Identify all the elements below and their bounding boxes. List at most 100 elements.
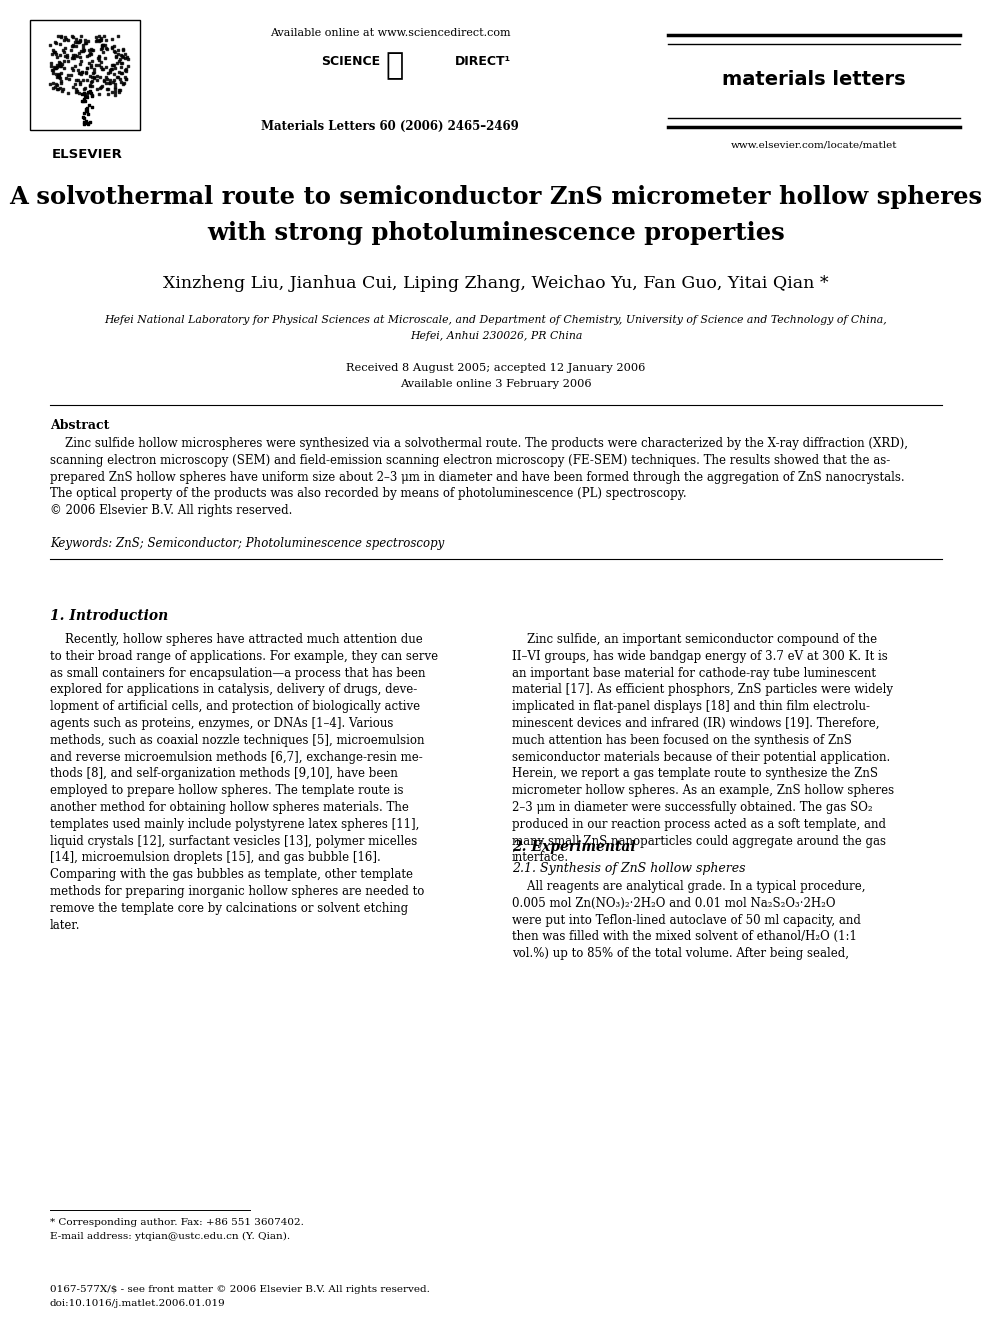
Point [70,32,86,53]
Text: www.elsevier.com/locate/matlet: www.elsevier.com/locate/matlet [731,140,897,149]
Point [78,32,94,53]
Point [118,61,134,82]
Point [92,77,108,98]
Point [104,58,120,79]
Point [96,70,112,91]
Point [51,54,66,75]
Point [103,81,119,102]
Point [81,40,97,61]
Point [83,97,99,118]
Point [99,38,115,60]
Point [113,53,129,74]
Point [73,25,89,46]
Point [91,46,107,67]
Point [113,62,129,83]
Point [73,50,89,71]
Point [107,41,123,62]
Point [98,29,114,50]
Point [105,71,121,93]
Point [91,54,107,75]
Point [82,83,98,105]
Point [82,42,98,64]
Point [104,36,120,57]
Text: Recently, hollow spheres have attracted much attention due
to their broad range : Recently, hollow spheres have attracted … [50,632,438,931]
Point [83,66,99,87]
Point [81,44,97,65]
Point [69,81,85,102]
Point [118,58,134,79]
Point [82,74,98,95]
Point [81,95,97,116]
Point [54,70,69,91]
Point [73,64,89,85]
Point [83,54,99,75]
Point [109,66,125,87]
Point [61,50,76,71]
Point [99,78,115,99]
Point [45,62,61,83]
Text: Materials Letters 60 (2006) 2465–2469: Materials Letters 60 (2006) 2465–2469 [261,120,519,134]
Point [84,50,100,71]
Point [73,62,89,83]
Point [45,60,61,81]
Point [86,67,102,89]
Point [58,67,73,89]
Point [58,26,73,48]
Point [94,75,110,97]
Point [71,62,87,83]
Point [91,46,107,67]
Point [104,29,120,50]
Point [43,56,59,77]
Point [52,65,67,86]
Point [47,41,62,62]
Point [83,71,99,93]
Point [119,46,135,67]
Point [76,82,92,103]
Point [44,44,60,65]
Point [69,45,85,66]
Point [64,57,80,78]
Point [72,73,88,94]
Point [115,38,131,60]
Point [57,37,72,58]
Point [117,48,133,69]
Point [50,65,65,86]
Point [46,41,62,62]
Point [64,77,80,98]
Point [91,83,107,105]
Point [76,32,92,53]
Point [70,60,86,81]
Text: ELSEVIER: ELSEVIER [52,148,122,161]
Point [84,38,100,60]
Point [76,111,92,132]
Point [72,62,88,83]
Point [87,30,103,52]
Point [83,75,99,97]
Point [80,30,96,52]
Point [78,83,94,105]
Point [56,58,71,79]
Point [70,32,86,53]
Point [98,66,114,87]
Point [58,29,73,50]
Point [63,48,79,69]
Point [72,46,88,67]
Point [48,58,63,79]
Point [111,62,127,83]
Point [79,57,95,78]
Point [92,29,108,50]
Point [79,45,95,66]
Point [106,69,122,90]
Point [54,64,69,85]
Point [47,57,62,78]
Point [74,90,90,111]
Point [89,65,105,86]
Point [76,82,92,103]
Point [75,107,91,128]
Point [47,77,62,98]
Point [92,38,108,60]
Text: 2. Experimental: 2. Experimental [512,840,636,855]
Point [100,78,116,99]
Point [62,67,77,89]
Point [80,81,96,102]
